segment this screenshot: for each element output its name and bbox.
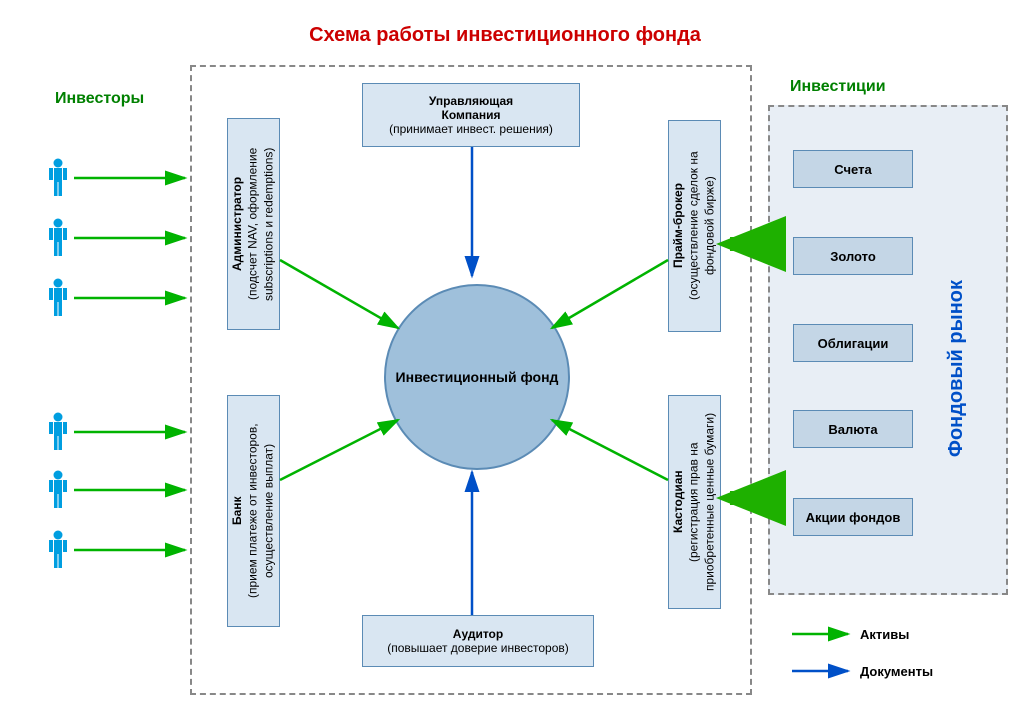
box-management-company: Управляющая Компания (принимает инвест. … [362, 83, 580, 147]
box-custodian-sub: (регистрация прав на приобретенные ценны… [687, 400, 718, 604]
legend-documents-label: Документы [860, 664, 933, 679]
stock-market-label: Фондовый рынок [945, 280, 968, 457]
box-admin-sub: (подсчет NAV, оформление subscriptions и… [246, 123, 277, 325]
box-auditor-title: Аудитор [453, 627, 503, 641]
legend-documents: Документы [790, 662, 933, 680]
investor-person-icon [48, 158, 68, 198]
investor-person-icon [48, 412, 68, 452]
box-broker-sub: (осуществление сделок на фондовой бирже) [687, 125, 718, 327]
box-auditor: Аудитор (повышает доверие инвесторов) [362, 615, 594, 667]
legend-assets: Активы [790, 625, 909, 643]
label-investments: Инвестиции [790, 78, 886, 96]
box-bank: Банк (прием платеже от инвесторов, осуще… [227, 395, 280, 627]
investor-person-icon [48, 218, 68, 258]
market-item-3: Валюта [793, 410, 913, 448]
box-management-title1: Управляющая [429, 94, 513, 108]
box-admin-title: Администратор [230, 177, 246, 271]
box-bank-sub: (прием платеже от инвесторов, осуществле… [246, 400, 277, 622]
market-item-1: Золото [793, 237, 913, 275]
box-prime-broker: Прайм-брокер (осуществление сделок на фо… [668, 120, 721, 332]
investor-person-icon [48, 530, 68, 570]
box-custodian-title: Кастодиан [671, 471, 687, 534]
market-item-4: Акции фондов [793, 498, 913, 536]
label-investors: Инвесторы [55, 90, 144, 108]
market-item-0: Счета [793, 150, 913, 188]
investor-person-icon [48, 278, 68, 318]
market-item-2: Облигации [793, 324, 913, 362]
box-administrator: Администратор (подсчет NAV, оформление s… [227, 118, 280, 330]
diagram-title: Схема работы инвестиционного фонда [280, 24, 730, 47]
investor-person-icon [48, 470, 68, 510]
box-custodian: Кастодиан (регистрация прав на приобрете… [668, 395, 721, 609]
legend-assets-label: Активы [860, 627, 909, 642]
box-management-sub: (принимает инвест. решения) [389, 122, 553, 136]
box-bank-title: Банк [230, 497, 246, 526]
center-fund-label: Инвестиционный фонд [396, 369, 559, 385]
box-auditor-sub: (повышает доверие инвесторов) [387, 641, 569, 655]
center-fund-circle: Инвестиционный фонд [384, 284, 570, 470]
box-broker-title: Прайм-брокер [671, 184, 687, 269]
box-management-title2: Компания [442, 108, 501, 122]
